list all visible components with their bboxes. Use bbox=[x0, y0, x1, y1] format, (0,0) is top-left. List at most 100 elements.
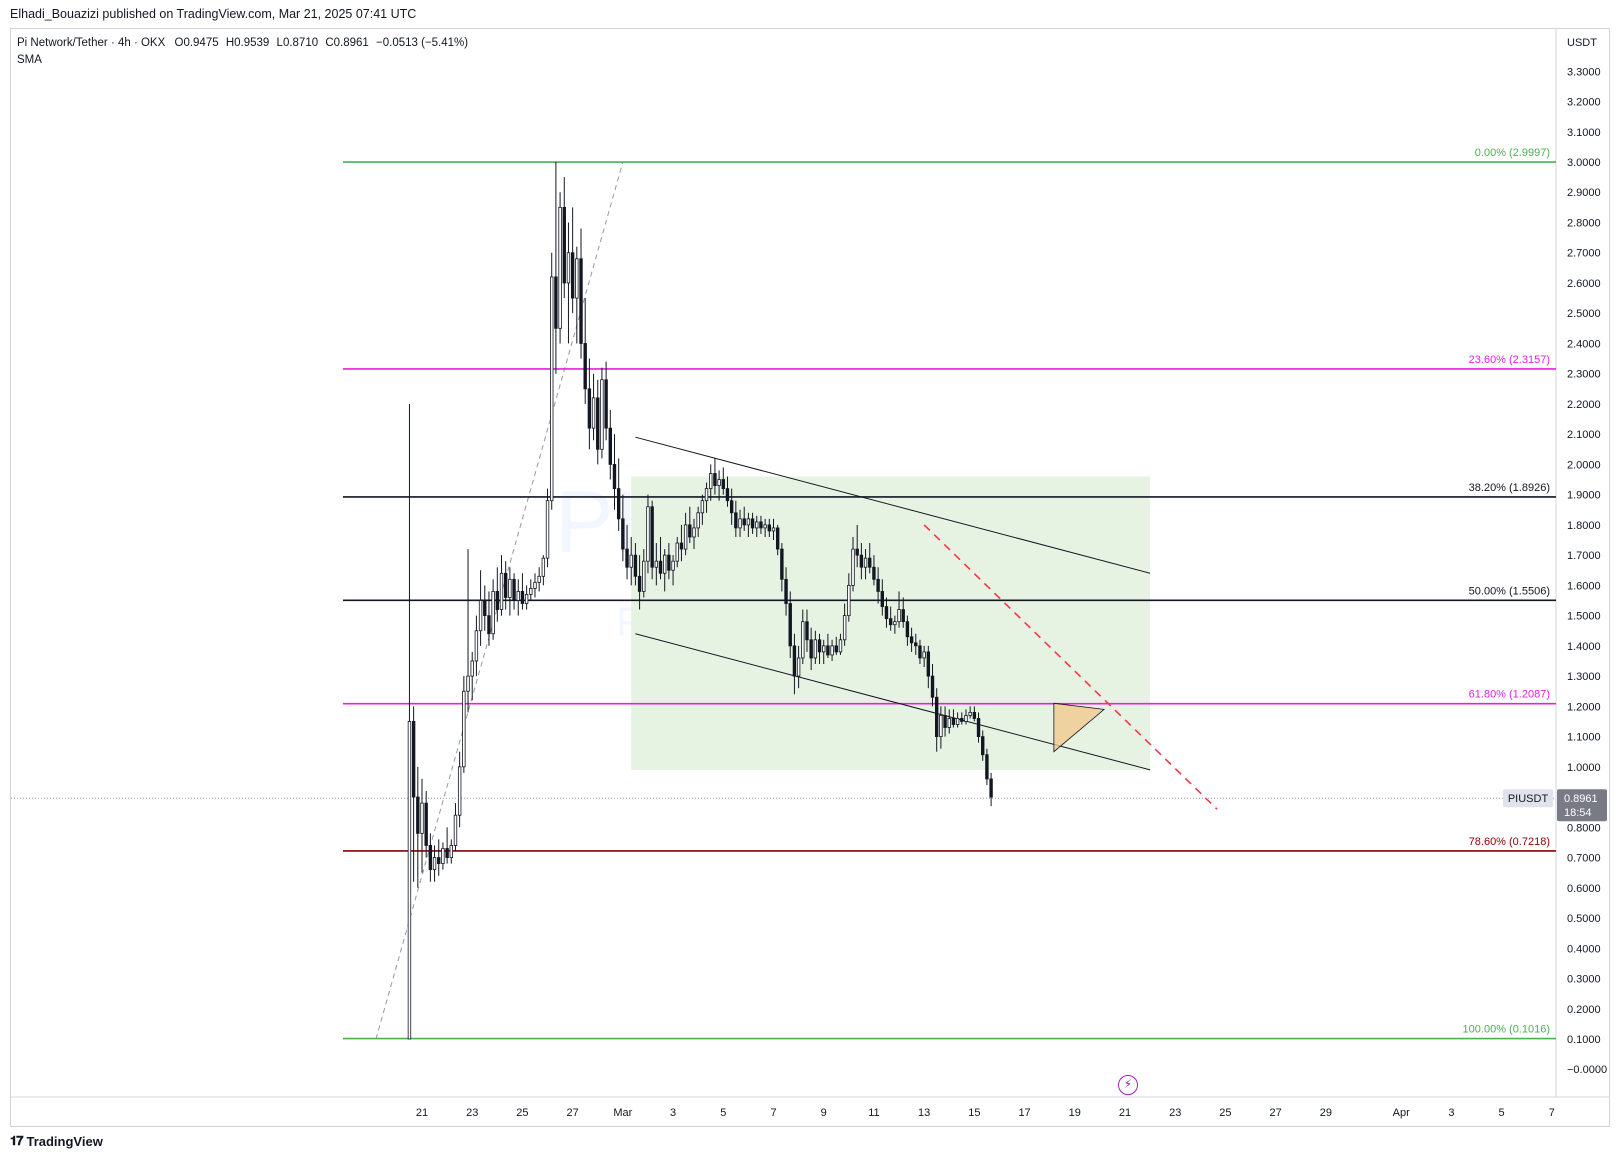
fib-level-label-4: 61.80% (1.2087) bbox=[1469, 689, 1550, 701]
candle-body-111 bbox=[872, 566, 876, 580]
candle-body-25 bbox=[512, 578, 516, 601]
legend-low: 0.8710 bbox=[282, 37, 319, 49]
candle-body-7 bbox=[437, 857, 441, 864]
candle-body-135 bbox=[972, 711, 977, 719]
candle-body-24 bbox=[508, 578, 512, 598]
y-tick-5: 2.8000 bbox=[1567, 217, 1601, 229]
candle-body-11 bbox=[453, 814, 458, 846]
y-tick-28: 0.4000 bbox=[1567, 943, 1601, 955]
candle-body-82 bbox=[750, 518, 755, 529]
x-tick-16: 25 bbox=[1219, 1107, 1231, 1119]
candle-body-17 bbox=[478, 600, 483, 632]
candle-body-79 bbox=[738, 518, 742, 529]
legend-open: 0.9475 bbox=[183, 37, 219, 49]
candle-body-105 bbox=[847, 584, 851, 617]
candle-body-47 bbox=[604, 379, 608, 429]
fib-level-label-0: 0.00% (2.9997) bbox=[1475, 147, 1550, 159]
y-tick-0: 3.3000 bbox=[1567, 66, 1601, 78]
candles-group bbox=[407, 162, 993, 1040]
candle-body-59 bbox=[654, 560, 659, 568]
candle-body-62 bbox=[667, 554, 671, 571]
candle-body-57 bbox=[646, 506, 650, 562]
x-tick-14: 21 bbox=[1119, 1107, 1131, 1119]
y-tick-23: 1.0000 bbox=[1567, 762, 1601, 774]
candle-body-132 bbox=[960, 718, 964, 722]
candle-body-43 bbox=[587, 388, 592, 429]
price-tag-symbol-box bbox=[1503, 789, 1553, 808]
legend-high: 0.9539 bbox=[234, 37, 270, 49]
x-tick-1: 23 bbox=[466, 1107, 478, 1119]
candle-body-92 bbox=[792, 645, 797, 677]
legend-close: 0.8961 bbox=[333, 37, 369, 49]
candle-body-139 bbox=[989, 778, 993, 798]
candle-body-113 bbox=[880, 591, 884, 607]
y-tick-14: 1.9000 bbox=[1567, 490, 1601, 502]
candle-body-53 bbox=[629, 554, 633, 568]
candle-body-0 bbox=[407, 721, 412, 1040]
candle-body-125 bbox=[930, 675, 935, 698]
x-tick-10: 13 bbox=[918, 1107, 930, 1119]
candle-body-8 bbox=[441, 848, 445, 864]
publisher-line: Elhadi_Bouazizi published on TradingView… bbox=[10, 7, 417, 21]
candle-body-78 bbox=[734, 512, 738, 529]
y-tick-16: 1.7000 bbox=[1567, 550, 1601, 562]
candle-body-63 bbox=[671, 560, 675, 571]
y-tick-26: 0.6000 bbox=[1567, 883, 1601, 895]
y-tick-11: 2.2000 bbox=[1567, 399, 1601, 411]
x-tick-5: 3 bbox=[670, 1107, 676, 1119]
x-tick-8: 9 bbox=[821, 1107, 827, 1119]
x-tick-20: 3 bbox=[1448, 1107, 1454, 1119]
tradingview-brand: TradingView bbox=[26, 1133, 103, 1149]
y-tick-17: 1.6000 bbox=[1567, 580, 1601, 592]
candle-body-72 bbox=[709, 473, 713, 490]
y-tick-22: 1.1000 bbox=[1567, 732, 1601, 744]
candle-body-70 bbox=[700, 500, 705, 514]
candle-body-38 bbox=[566, 252, 571, 284]
price-tag-value: 0.8961 bbox=[1564, 793, 1598, 805]
candle-body-37 bbox=[562, 206, 566, 284]
lightning-icon[interactable]: ⚡ bbox=[1118, 1075, 1138, 1095]
candle-body-107 bbox=[855, 548, 859, 556]
candle-body-118 bbox=[901, 609, 905, 623]
candle-body-33 bbox=[545, 500, 550, 559]
candle-body-96 bbox=[809, 639, 813, 659]
candle-body-97 bbox=[813, 639, 818, 659]
candle-body-100 bbox=[826, 645, 830, 656]
candle-body-83 bbox=[755, 521, 759, 529]
x-tick-21: 5 bbox=[1499, 1107, 1505, 1119]
candle-body-94 bbox=[801, 621, 805, 659]
candle-body-19 bbox=[487, 615, 491, 635]
candle-body-126 bbox=[934, 696, 939, 737]
candle-body-35 bbox=[554, 276, 558, 329]
price-axis-unit[interactable]: USDT bbox=[1567, 37, 1597, 49]
y-tick-30: 0.2000 bbox=[1567, 1004, 1601, 1016]
candle-body-106 bbox=[851, 548, 855, 586]
x-tick-4: Mar bbox=[613, 1107, 632, 1119]
candle-body-28 bbox=[524, 594, 529, 604]
candle-body-34 bbox=[550, 276, 554, 502]
tradingview-logo: 𝟏𝟕 TradingView bbox=[10, 1133, 103, 1149]
candle-body-134 bbox=[968, 711, 972, 716]
candle-body-10 bbox=[449, 845, 453, 858]
candle-body-64 bbox=[675, 542, 679, 562]
y-tick-4: 2.9000 bbox=[1567, 187, 1601, 199]
candle-body-93 bbox=[796, 657, 801, 677]
legend-symbol[interactable]: Pi Network/Tether · 4h · OKX bbox=[17, 37, 166, 49]
candle-body-81 bbox=[746, 518, 751, 526]
candle-body-14 bbox=[466, 675, 470, 692]
fib-level-label-3: 50.00% (1.5506) bbox=[1469, 585, 1550, 597]
legend-change: −0.0513 (−5.41%) bbox=[376, 37, 469, 49]
candle-body-1 bbox=[411, 721, 416, 798]
legend-indicator-sma[interactable]: SMA bbox=[17, 54, 42, 66]
candle-body-98 bbox=[817, 639, 822, 653]
candle-body-46 bbox=[600, 379, 604, 450]
x-tick-6: 5 bbox=[720, 1107, 726, 1119]
candle-body-3 bbox=[420, 802, 424, 834]
candle-body-122 bbox=[918, 645, 922, 659]
candle-body-101 bbox=[830, 645, 834, 656]
candle-body-109 bbox=[863, 557, 868, 568]
candle-body-55 bbox=[637, 575, 642, 592]
candle-body-44 bbox=[591, 397, 596, 429]
candle-body-41 bbox=[579, 258, 583, 344]
